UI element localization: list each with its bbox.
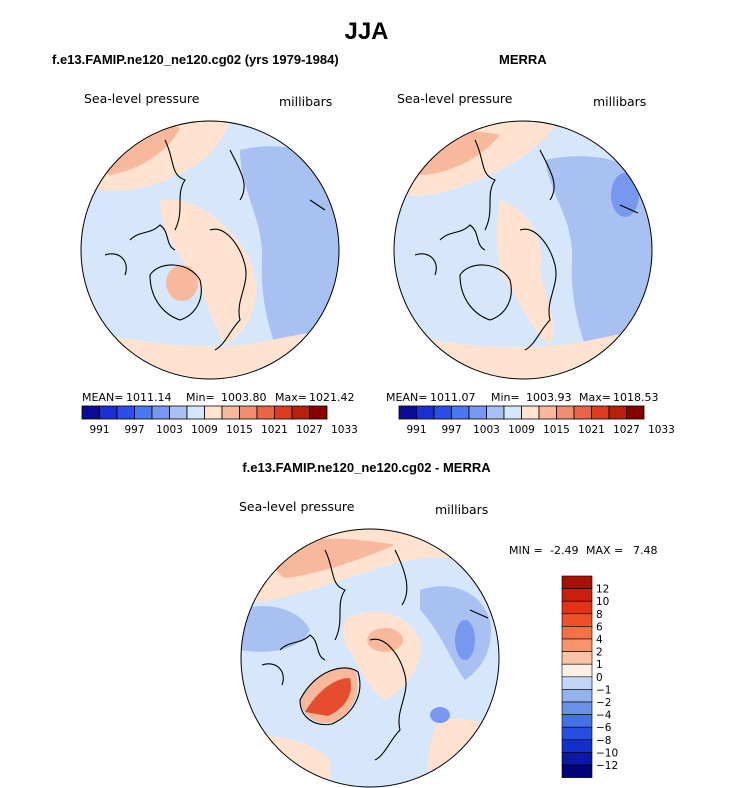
colorbar-tick-label: 1003 [156, 424, 183, 436]
colorbar-tick-label: 0 [596, 672, 603, 684]
colorbar-swatch [561, 752, 593, 766]
colorbar-tick-label: −1 [596, 684, 611, 696]
panel-2-min-label: Min= [491, 391, 520, 404]
colorbar-tick-label: 1033 [331, 424, 358, 436]
colorbar-tick-label: −2 [596, 697, 611, 709]
panel-1-mean-value: 1011.14 [126, 391, 172, 404]
colorbar-swatch [561, 626, 593, 640]
colorbar-tick-label: 1003 [473, 424, 500, 436]
colorbar-tick-label: 4 [596, 634, 603, 646]
pos-greenland-low [166, 265, 198, 301]
colorbar-swatch [561, 701, 593, 715]
panel-1-max-label: Max= [275, 391, 307, 404]
panel-3-max-value: 7.48 [633, 544, 658, 557]
pos-greenland-inner [305, 678, 351, 716]
neg-region-south-dark [430, 707, 450, 723]
colorbar-swatch [561, 588, 593, 602]
colorbar-tick-label: 997 [441, 424, 461, 436]
colorbar-tick-label: 997 [124, 424, 144, 436]
colorbar-tick-label: −10 [596, 747, 618, 759]
colorbar-tick-label: 1009 [508, 424, 535, 436]
panel-2-min-value: 1003.93 [526, 391, 572, 404]
panel-2-units-label: millibars [593, 94, 647, 109]
colorbar-tick-label: −12 [596, 760, 618, 772]
panel-1-colorbar: 991 997 1003 1009 1015 1021 1027 1033 [81, 405, 358, 436]
colorbar-tick-label: 991 [89, 424, 109, 436]
colorbar-swatch [561, 651, 593, 665]
panel-1-title: f.e13.FAMIP.ne120_ne120.cg02 (yrs 1979-1… [52, 52, 339, 67]
panel-2-coastlines [414, 139, 639, 351]
colorbar-tick-label: 1009 [191, 424, 218, 436]
colorbar-swatch [561, 575, 593, 589]
colorbar-swatch [561, 689, 593, 703]
panel-3-variable-label: Sea-level pressure [239, 499, 355, 514]
panel-2-title: MERRA [499, 52, 547, 67]
colorbar-swatch [561, 676, 593, 690]
panel-2-variable-label: Sea-level pressure [397, 91, 513, 106]
colorbar-tick-label: 1021 [578, 424, 605, 436]
neg-region-ne-dark [611, 173, 639, 217]
panel-2-mean-label: MEAN= [386, 391, 428, 404]
colorbar-tick-label: 1027 [296, 424, 323, 436]
panel-1-min-value: 1003.80 [221, 391, 267, 404]
colorbar-tick-label: −8 [596, 735, 611, 747]
pos-band-center [496, 200, 554, 345]
colorbar-swatch [561, 764, 593, 778]
pos-region-north-mid [272, 538, 395, 578]
colorbar-tick-label: 12 [596, 584, 609, 596]
colorbar-swatch [561, 726, 593, 741]
panel-2-max-value: 1018.53 [613, 391, 659, 404]
panel-3-coastlines [261, 549, 489, 761]
pos-region-southeast [428, 718, 499, 787]
panel-1-units-label: millibars [279, 94, 333, 109]
colorbar-tick-label: 1033 [648, 424, 675, 436]
colorbar-tick-label: 1015 [543, 424, 570, 436]
colorbar-tick-label: 1027 [613, 424, 640, 436]
colorbar-swatch [561, 739, 593, 753]
panel-1-min-label: Min= [186, 391, 215, 404]
colorbar-swatch [561, 638, 593, 652]
panel-1-mean-label: MEAN= [82, 391, 124, 404]
panel-3-title: f.e13.FAMIP.ne120_ne120.cg02 - MERRA [242, 460, 491, 475]
colorbar-swatch [561, 613, 593, 627]
panel-1-max-value: 1021.42 [309, 391, 355, 404]
colorbar-swatch [561, 663, 593, 678]
pos-region-center [342, 611, 421, 700]
panel-3-min-value: -2.49 [550, 544, 579, 557]
panel-1-coastlines [104, 139, 326, 351]
colorbar-swatch [626, 405, 645, 420]
neg-region-ne [240, 146, 339, 379]
panel-3-units-label: millibars [435, 502, 489, 517]
neg-region-northwest [241, 606, 310, 652]
neg-region-east [420, 586, 491, 680]
pos-band-center [160, 199, 256, 345]
colorbar-tick-label: 991 [406, 424, 426, 436]
colorbar-swatch [561, 600, 593, 615]
panel-2-max-label: Max= [579, 391, 611, 404]
figure-title: JJA [344, 18, 389, 45]
neg-region-east-dark [455, 620, 475, 660]
colorbar-tick-label: −4 [596, 710, 612, 722]
colorbar-tick-label: −6 [596, 722, 612, 734]
colorbar-swatch [309, 405, 328, 420]
panel-3-max-label: MAX = [586, 544, 624, 557]
colorbar-tick-label: 8 [596, 609, 603, 621]
panel-1-variable-label: Sea-level pressure [84, 91, 200, 106]
pos-region-center-mid [367, 628, 403, 652]
colorbar-tick-label: 2 [596, 647, 603, 659]
colorbar-tick-label: 6 [596, 621, 603, 633]
colorbar-tick-label: 1 [596, 659, 603, 671]
colorbar-tick-label: 1021 [261, 424, 288, 436]
panel-3-min-label: MIN = [509, 544, 543, 557]
colorbar-tick-label: 10 [596, 596, 609, 608]
panel-2-colorbar: 991 997 1003 1009 1015 1021 1027 1033 [398, 405, 675, 436]
colorbar-tick-label: 1015 [226, 424, 253, 436]
panel-2-mean-value: 1011.07 [430, 391, 476, 404]
colorbar-swatch [561, 714, 593, 728]
